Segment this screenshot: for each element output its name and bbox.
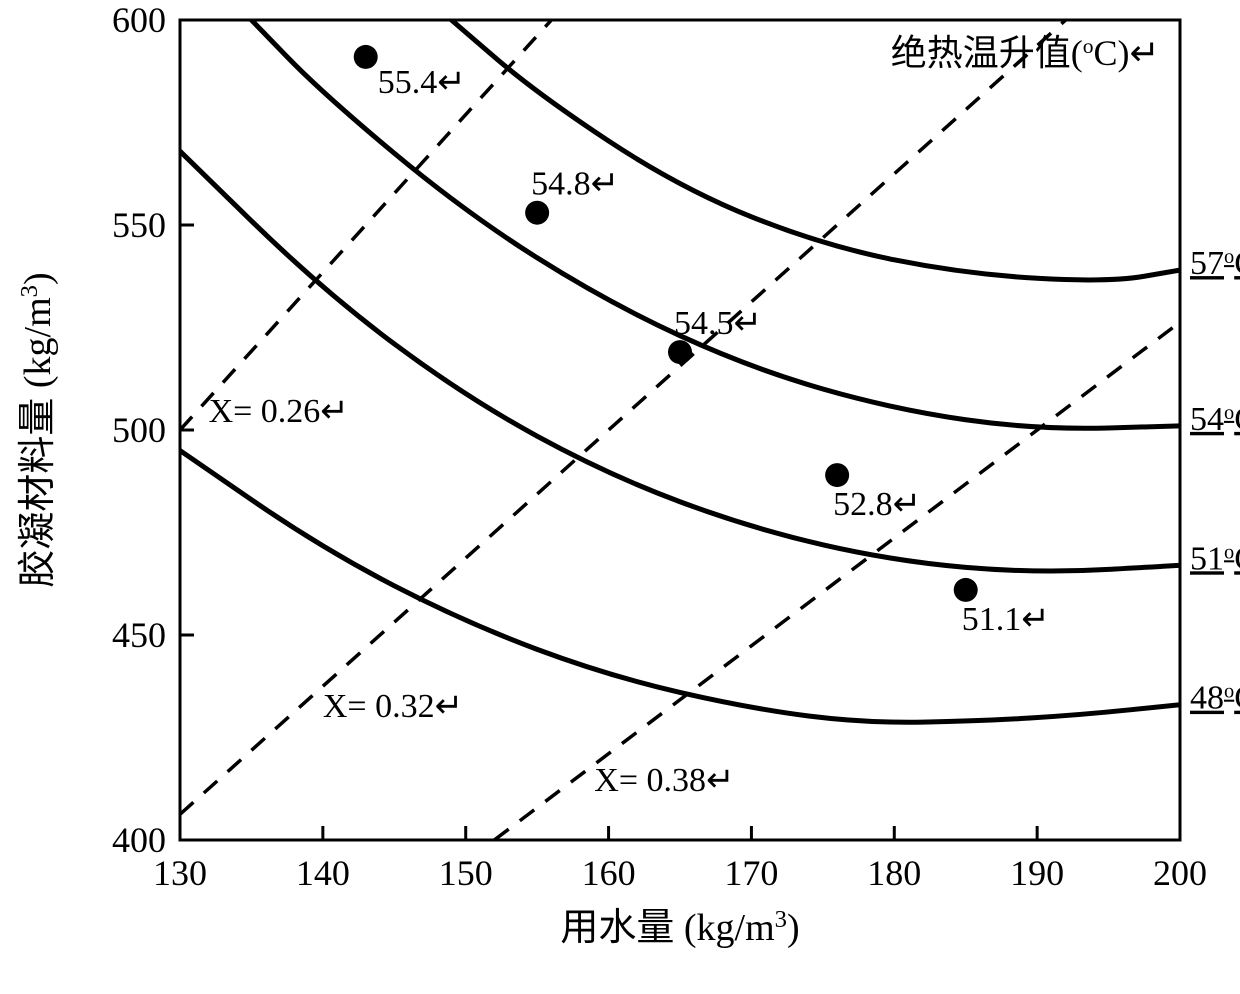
- wc-ratio-label: X= 0.38↵: [594, 762, 734, 799]
- chart-svg: 130140150160170180190200400450500550600用…: [0, 0, 1240, 994]
- isotherm-label: 54oC: [1190, 401, 1240, 438]
- x-tick-label: 170: [724, 853, 778, 893]
- data-point-label: 54.8↵: [531, 166, 619, 203]
- data-point: [825, 463, 849, 487]
- data-point-label: 52.8↵: [833, 486, 921, 523]
- isotherm-label: 48oC: [1190, 680, 1240, 717]
- x-tick-label: 180: [867, 853, 921, 893]
- y-tick-label: 550: [112, 205, 166, 245]
- y-tick-label: 500: [112, 410, 166, 450]
- data-point-label: 51.1↵: [962, 601, 1050, 638]
- data-point-label: 54.5↵: [674, 305, 762, 342]
- wc-ratio-label: X= 0.26↵: [209, 393, 349, 430]
- y-tick-label: 400: [112, 820, 166, 860]
- x-tick-label: 140: [296, 853, 350, 893]
- data-point: [354, 45, 378, 69]
- y-axis-title: 胶凝材料量 (kg/m3): [16, 272, 60, 587]
- y-tick-label: 450: [112, 615, 166, 655]
- isotherm-label: 51oC: [1190, 540, 1240, 577]
- legend-title: 绝热温升值(oC)↵: [891, 33, 1160, 73]
- y-tick-label: 600: [112, 0, 166, 40]
- x-tick-label: 200: [1153, 853, 1207, 893]
- wc-ratio-label: X= 0.32↵: [323, 688, 463, 725]
- chart-root: 130140150160170180190200400450500550600用…: [0, 0, 1240, 994]
- data-point: [668, 340, 692, 364]
- x-axis-title: 用水量 (kg/m3): [560, 906, 799, 950]
- isotherm-label: 57oC: [1190, 245, 1240, 282]
- x-tick-label: 160: [582, 853, 636, 893]
- x-tick-label: 190: [1010, 853, 1064, 893]
- data-point: [525, 201, 549, 225]
- x-tick-label: 150: [439, 853, 493, 893]
- data-point: [954, 578, 978, 602]
- wc-ratio-line: [180, 20, 551, 430]
- data-point-label: 55.4↵: [378, 64, 466, 101]
